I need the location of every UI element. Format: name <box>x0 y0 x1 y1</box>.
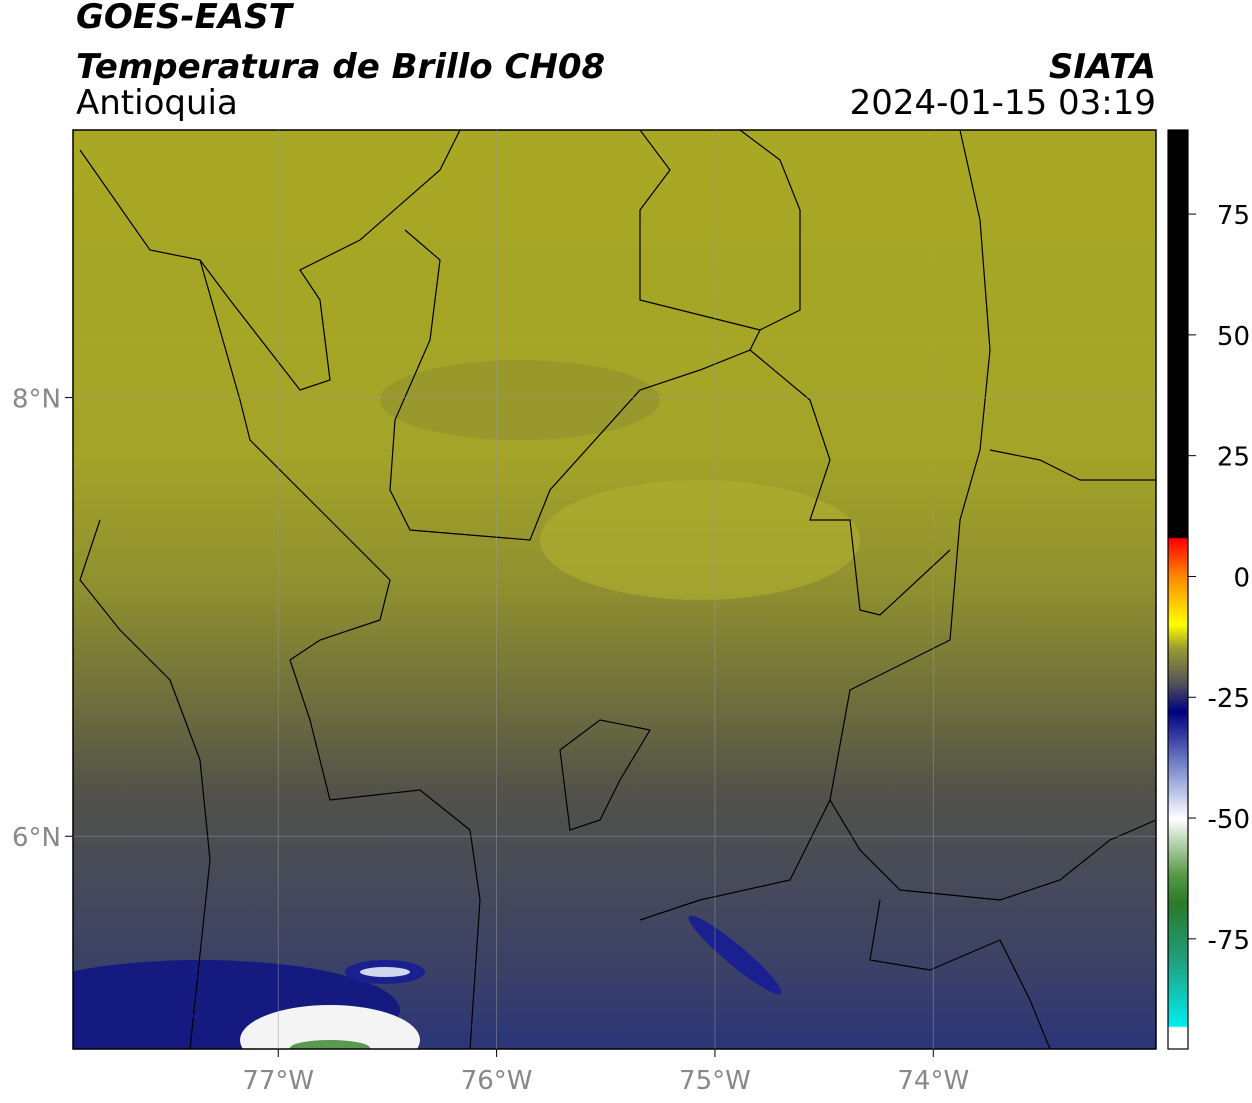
borders <box>79 130 1156 1049</box>
source: SIATA <box>1049 47 1156 87</box>
colorbar-tick-label: -75 <box>1208 926 1250 956</box>
colorbar-tick-label: -25 <box>1208 684 1250 714</box>
y-tick-label: 6°N <box>12 823 61 853</box>
x-tick-label: 77°W <box>242 1066 314 1096</box>
colorbar-tick-label: 0 <box>1233 563 1250 593</box>
colorbar-tick-label: -50 <box>1208 805 1250 835</box>
x-tick-label: 75°W <box>679 1066 751 1096</box>
colorbar-tick-label: 75 <box>1217 201 1250 231</box>
colorbar-tick-label: 50 <box>1217 322 1250 352</box>
colorbar-tick-label: 25 <box>1217 443 1250 473</box>
x-tick-label: 74°W <box>897 1066 969 1096</box>
subtitle: Temperatura de Brillo CH08 <box>76 47 605 87</box>
timestamp: 2024-01-15 03:19 <box>850 83 1156 123</box>
region: Antioquia <box>76 83 238 123</box>
title: GOES-EAST <box>76 0 295 37</box>
map-image <box>73 130 1156 1049</box>
x-tick-label: 76°W <box>461 1066 533 1096</box>
colorbar <box>1167 129 1189 1050</box>
y-tick-label: 8°N <box>12 385 61 415</box>
map-frame <box>72 129 1157 1050</box>
